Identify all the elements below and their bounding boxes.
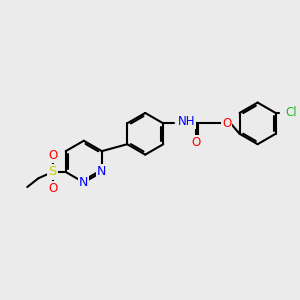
Text: N: N [79,176,88,189]
Text: S: S [49,166,57,178]
Text: O: O [222,117,231,130]
Text: NH: NH [177,115,195,128]
Text: Cl: Cl [285,106,296,119]
Text: O: O [48,149,57,162]
Text: N: N [97,166,106,178]
Text: O: O [192,136,201,149]
Text: O: O [48,182,57,195]
